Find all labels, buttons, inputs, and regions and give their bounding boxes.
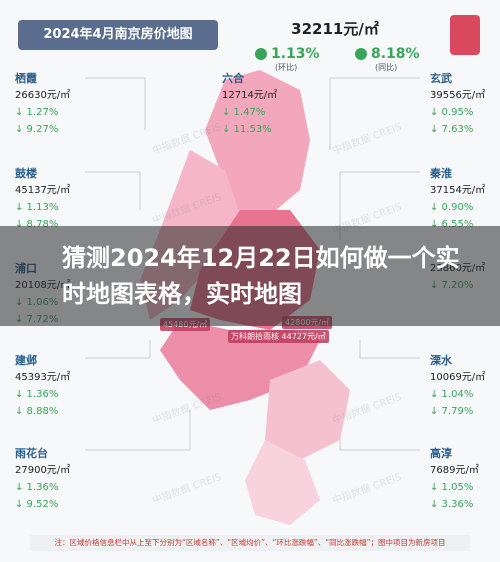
district-name: 六合 [222,72,244,85]
district: 玄武 39556元/㎡ ↓ 0.95% ↓ 7.63% [430,70,500,138]
district: 栖霞 26630元/㎡ ↓ 1.27% ↓ 9.27% [15,70,95,138]
district-yoy: ↓ 9.52% [15,499,59,510]
district-mom: ↓ 1.04% [430,389,474,400]
district-yoy: ↓ 6.55% [430,219,474,230]
district: 高淳 7689元/㎡ ↓ 1.05% ↓ 3.36% [430,445,500,513]
district-mom: ↓ 1.47% [222,107,266,118]
district-mom: ↓ 0.95% [430,107,474,118]
district-price: 45393元/㎡ [15,372,71,383]
district-price: 45137元/㎡ [15,185,71,196]
footnote: 注：区域价格信息栏中从上至下分别为“区域名称”、“区域均价”、“环比涨跌幅”、“… [30,535,470,551]
logo [450,15,480,55]
region-lishui [265,360,350,460]
mom-value: 1.13% [271,46,320,62]
district: 六合 12714元/㎡ ↓ 1.47% ↓ 11.53% [222,70,302,138]
district-price: 39556元/㎡ [430,90,486,101]
banner [0,226,500,326]
district: 鼓楼 45137元/㎡ ↓ 1.13% ↓ 8.78% [15,165,95,233]
icon [255,48,267,60]
district-name: 秦淮 [430,167,452,180]
map-label: 万科朗拾雨核 44727元/㎡ [228,330,329,343]
district-yoy: ↓ 9.27% [15,124,59,135]
district-name: 溧水 [430,354,452,367]
district-mom: ↓ 0.90% [430,202,474,213]
district-yoy: ↓ 7.63% [430,124,474,135]
district-mom: ↓ 1.27% [15,107,59,118]
district-name: 栖霞 [15,72,37,85]
district: 建邺 45393元/㎡ ↓ 1.36% ↓ 8.88% [15,352,95,420]
district-mom: ↓ 1.13% [15,202,59,213]
district-yoy: ↓ 8.88% [15,406,59,417]
district-name: 雨花台 [15,447,48,460]
district-name: 鼓楼 [15,167,37,180]
district: 秦淮 37154元/㎡ ↓ 0.90% ↓ 6.55% [430,165,500,233]
district-yoy: ↓ 11.53% [222,124,272,135]
yoy-label: (同比) [375,63,398,72]
overlay-title: 猜测2024年12月22日如何做一个实时地图表格，实时地图 [62,244,460,308]
district-price: 7689元/㎡ [430,465,479,476]
district-price: 10069元/㎡ [430,372,486,383]
district: 溧水 10069元/㎡ ↓ 1.04% ↓ 7.79% [430,352,500,420]
connectors [85,77,420,451]
district-price: 26630元/㎡ [15,90,71,101]
district-price: 12714元/㎡ [222,90,278,101]
district-yoy: ↓ 8.78% [15,219,59,230]
district-name: 建邺 [15,354,37,367]
region-liuhe [205,70,310,215]
avg-price: 32211元/㎡ [291,20,379,38]
district-mom: ↓ 1.05% [430,482,474,493]
district-yoy: ↓ 3.36% [430,499,474,510]
district-mom: ↓ 1.36% [15,482,59,493]
icon [355,48,367,60]
title: 2024年4月南京房价地图 [18,20,218,50]
mom-label: (环比) [275,63,298,72]
mom-indicator: 1.13% (环比) [255,46,320,73]
district-name: 玄武 [430,72,452,85]
district-name: 高淳 [430,447,452,460]
yoy-value: 8.18% [371,46,420,62]
district: 雨花台 27900元/㎡ ↓ 1.36% ↓ 9.52% [15,445,95,513]
district-price: 37154元/㎡ [430,185,486,196]
region-gaochun [245,440,320,525]
district-mom: ↓ 1.36% [15,389,59,400]
district-price: 27900元/㎡ [15,465,71,476]
yoy-indicator: 8.18% (同比) [355,46,420,73]
district-yoy: ↓ 7.79% [430,406,474,417]
